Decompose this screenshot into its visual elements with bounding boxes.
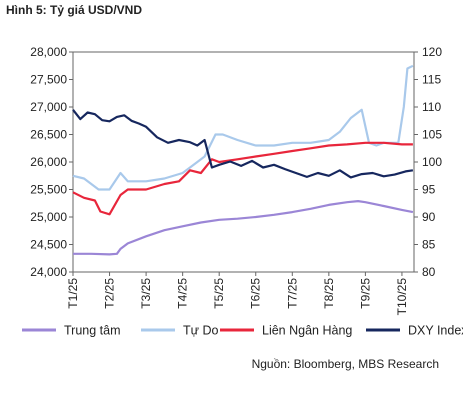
x-tick-label: T10/25	[395, 278, 409, 316]
y-left-tick-label: 24,500	[30, 238, 67, 252]
y-right-tick-label: 100	[422, 155, 442, 169]
y-right-tick-label: 110	[422, 100, 441, 114]
legend-label: DXY Index	[408, 324, 463, 338]
x-tick-label: T3/25	[139, 278, 153, 309]
series-line-trung-tam	[73, 200, 414, 256]
chart-source: Nguồn: Bloomberg, MBS Research	[251, 357, 439, 371]
series-line-tu-do	[72, 64, 414, 191]
legend-label: Liên Ngân Hàng	[262, 324, 352, 338]
y-left-tick-label: 26,500	[30, 128, 67, 142]
x-tick-label: T8/25	[322, 278, 336, 309]
x-tick-label: T2/25	[103, 278, 117, 309]
chart-title: Hình 5: Tỷ giá USD/VND	[6, 3, 143, 17]
x-tick-label: T5/25	[212, 278, 226, 309]
y-left-tick-label: 26,000	[30, 155, 67, 169]
x-tick-label: T7/25	[285, 278, 299, 309]
x-tick-label: T4/25	[176, 278, 190, 309]
x-tick-label: T9/25	[358, 278, 372, 309]
y-left-tick-label: 25,500	[30, 183, 67, 197]
y-left-tick-label: 28,000	[30, 45, 67, 59]
y-left-tick-label: 27,000	[30, 100, 67, 114]
y-right-tick-label: 90	[422, 210, 436, 224]
y-right-tick-label: 105	[422, 128, 442, 142]
legend-label: Trung tâm	[64, 324, 121, 338]
y-right-tick-label: 80	[422, 265, 436, 279]
x-tick-label: T1/25	[66, 278, 80, 309]
y-right-tick-label: 115	[422, 73, 441, 87]
series-line-lien-ngan-hang	[72, 141, 413, 216]
y-left-tick-label: 24,000	[30, 265, 67, 279]
series-line-dxy-index	[72, 109, 414, 179]
legend-label: Tự Do	[183, 324, 219, 338]
y-right-tick-label: 95	[422, 183, 436, 197]
x-tick-label: T6/25	[249, 278, 263, 309]
y-left-tick-label: 25,000	[30, 210, 67, 224]
y-right-tick-label: 120	[422, 45, 442, 59]
y-left-tick-label: 27,500	[30, 73, 67, 87]
y-right-tick-label: 85	[422, 238, 436, 252]
